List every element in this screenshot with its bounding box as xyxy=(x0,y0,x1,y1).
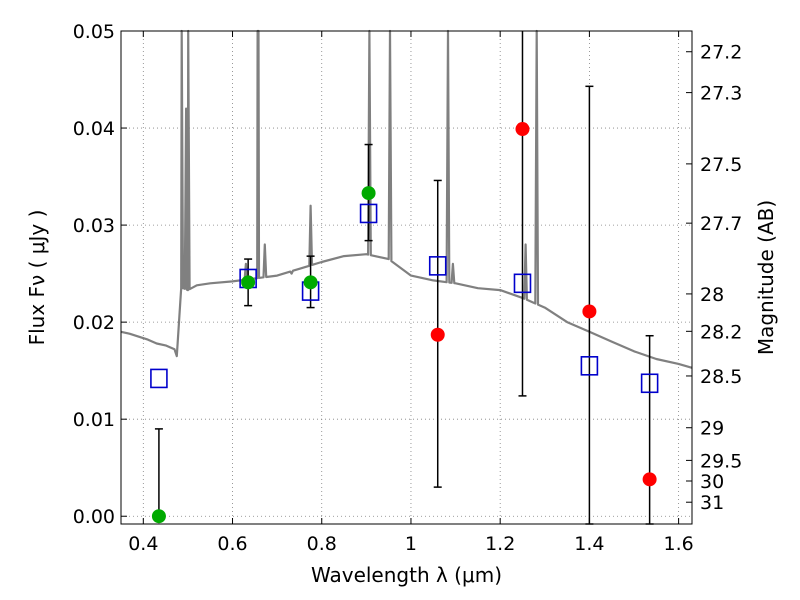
x-tick-label-3: 1 xyxy=(405,533,417,555)
y-tick-label-4: 0.04 xyxy=(73,118,115,140)
mag-tick-label-4: 28 xyxy=(700,284,724,306)
mag-tick-label-1: 27.3 xyxy=(700,83,742,105)
nondetection-point-1 xyxy=(515,122,530,137)
y-tick-label-3: 0.03 xyxy=(73,215,115,237)
mag-tick-label-9: 30 xyxy=(700,471,724,493)
x-tick-label-2: 0.8 xyxy=(307,533,337,555)
detection-point-3 xyxy=(361,186,376,201)
y-axis-label: Flux Fν ( μJy ) xyxy=(25,210,49,346)
magnitude-axis-label: Magnitude (AB) xyxy=(754,200,778,355)
y-axis-ticks: 0.00 0.01 0.02 0.03 0.04 0.05 xyxy=(73,21,127,528)
y-tick-label-1: 0.01 xyxy=(73,409,115,431)
x-axis-ticks: 0.4 0.6 0.8 1 1.2 1.4 1.6 xyxy=(128,31,694,555)
mag-tick-label-10: 31 xyxy=(700,492,724,514)
x-tick-label-1: 0.6 xyxy=(217,533,247,555)
model-photometry-box-7 xyxy=(640,373,659,394)
x-axis-label: Wavelength λ (μm) xyxy=(311,563,502,587)
y-tick-label-5: 0.05 xyxy=(73,21,115,43)
detection-point-0 xyxy=(151,509,166,524)
model-photometry-box-3 xyxy=(359,203,378,224)
y-tick-label-0: 0.00 xyxy=(73,506,115,528)
nondetection-point-0 xyxy=(430,327,445,342)
x-tick-label-4: 1.2 xyxy=(485,533,515,555)
mag-tick-label-6: 28.5 xyxy=(700,366,742,388)
model-photometry-box-0 xyxy=(150,368,168,389)
x-tick-label-0: 0.4 xyxy=(128,533,158,555)
model-photometry-box-5 xyxy=(513,273,532,294)
model-spectrum-line xyxy=(120,29,693,369)
mag-tick-label-3: 27.7 xyxy=(700,213,742,235)
model-spectrum xyxy=(120,29,693,369)
plot-frame xyxy=(120,30,693,525)
error-bars xyxy=(154,31,654,525)
model-photometry-box-4 xyxy=(428,256,447,276)
y-tick-label-2: 0.02 xyxy=(73,312,115,334)
markers xyxy=(150,122,659,524)
nondetection-point-3 xyxy=(642,472,657,487)
x-tick-label-6: 1.6 xyxy=(664,533,694,555)
detection-point-1 xyxy=(241,275,256,290)
grid xyxy=(121,30,692,524)
detection-point-2 xyxy=(303,275,318,290)
mag-tick-label-2: 27.5 xyxy=(700,154,742,176)
x-tick-label-5: 1.4 xyxy=(574,533,604,555)
nondetection-point-2 xyxy=(582,304,597,319)
mag-tick-label-0: 27.2 xyxy=(700,42,742,64)
mag-tick-label-7: 29 xyxy=(700,418,724,440)
mag-tick-label-5: 28.2 xyxy=(700,321,742,343)
model-photometry-box-6 xyxy=(580,356,599,376)
mag-tick-label-8: 29.5 xyxy=(700,450,742,472)
